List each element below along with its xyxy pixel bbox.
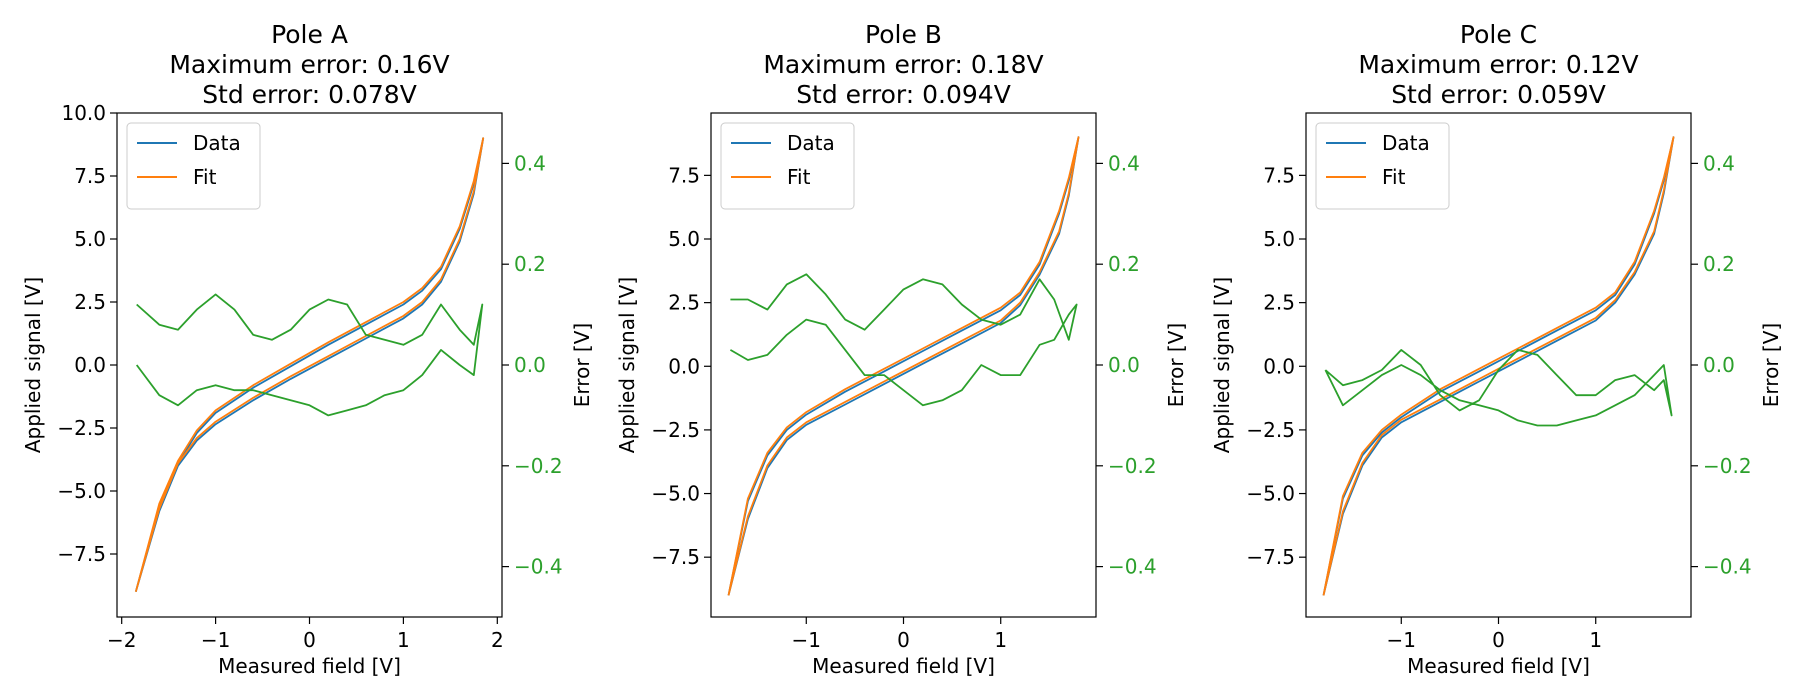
y-tick-label: 5.0 (668, 227, 700, 251)
x-tick-label: 0 (897, 628, 910, 652)
legend-label-fit: Fit (787, 165, 811, 189)
series-line-error (1324, 348, 1673, 427)
y-right-tick-label: 0.2 (1108, 252, 1140, 276)
x-tick-label: 2 (491, 628, 504, 652)
legend: Data Fit (126, 122, 261, 210)
y-tick-label: 7.5 (668, 163, 700, 187)
legend: Data Fit (720, 122, 855, 210)
y-right-tick-label: −0.4 (1703, 555, 1752, 579)
subplot-title-line: Maximum error: 0.16V (169, 50, 449, 79)
y-right-axis-label: Error [V] (1164, 323, 1188, 407)
y-tick-label: −5.0 (57, 479, 106, 503)
y-tick-label: 7.5 (74, 164, 106, 188)
y-tick-label: 0.0 (1263, 354, 1295, 378)
series-line-error (729, 273, 1078, 407)
x-axis-label: Measured field [V] (218, 654, 401, 678)
y-tick-label: −2.5 (57, 416, 106, 440)
y-tick-label: 5.0 (74, 227, 106, 251)
y-right-tick-label: 0.2 (1703, 252, 1735, 276)
x-tick-label: −1 (1387, 628, 1416, 652)
y-right-tick-label: 0.4 (1703, 151, 1735, 175)
subplot-title-line: Std error: 0.059V (1391, 80, 1606, 109)
y-right-tick-label: 0.0 (514, 353, 546, 377)
legend-box (1315, 122, 1450, 210)
y-tick-label: −7.5 (651, 545, 700, 569)
series-line-error (135, 293, 484, 417)
y-right-tick-label: 0.0 (1108, 353, 1140, 377)
y-tick-label: −2.5 (651, 418, 700, 442)
y-tick-label: 2.5 (668, 291, 700, 315)
series-line-fit (134, 137, 485, 593)
y-tick-label: 5.0 (1263, 227, 1295, 251)
subplot-title-line: Std error: 0.094V (796, 80, 1011, 109)
legend-label-fit: Fit (1382, 165, 1406, 189)
x-tick-label: −1 (201, 628, 230, 652)
y-right-tick-label: −0.2 (1108, 454, 1157, 478)
subplot-title-line: Pole B (865, 20, 942, 49)
subplot-title-line: Maximum error: 0.12V (1358, 50, 1638, 79)
x-tick-label: −1 (792, 628, 821, 652)
y-tick-label: −7.5 (1246, 545, 1295, 569)
y-axis-label: Applied signal [V] (615, 277, 639, 453)
legend-box (720, 122, 855, 210)
series-line-fit (1322, 136, 1675, 596)
legend-label-data: Data (787, 131, 835, 155)
y-axis-label: Applied signal [V] (1210, 277, 1234, 453)
y-tick-label: 2.5 (74, 290, 106, 314)
y-right-tick-label: −0.4 (514, 555, 563, 579)
y-right-axis-label: Error [V] (570, 323, 594, 407)
legend-label-data: Data (193, 131, 241, 155)
y-right-tick-label: 0.4 (514, 151, 546, 175)
y-tick-label: 0.0 (74, 353, 106, 377)
legend: Data Fit (1315, 122, 1450, 210)
x-tick-label: 0 (303, 628, 316, 652)
x-tick-label: 0 (1492, 628, 1505, 652)
legend-label-data: Data (1382, 131, 1430, 155)
x-axis-label: Measured field [V] (812, 654, 995, 678)
subplot-title-line: Std error: 0.078V (202, 80, 417, 109)
y-right-tick-label: 0.2 (514, 252, 546, 276)
x-tick-label: 1 (1589, 628, 1602, 652)
y-tick-label: −7.5 (57, 542, 106, 566)
legend-label-fit: Fit (193, 165, 217, 189)
y-tick-label: 7.5 (1263, 163, 1295, 187)
y-right-axis-label: Error [V] (1759, 323, 1783, 407)
series-line-fit (727, 136, 1080, 596)
y-tick-label: 0.0 (668, 354, 700, 378)
x-tick-label: −2 (107, 628, 136, 652)
y-right-tick-label: 0.0 (1703, 353, 1735, 377)
y-right-tick-label: 0.4 (1108, 151, 1140, 175)
y-right-tick-label: −0.4 (1108, 555, 1157, 579)
x-tick-label: 1 (994, 628, 1007, 652)
y-tick-label: −2.5 (1246, 418, 1295, 442)
x-tick-label: 1 (397, 628, 410, 652)
subplot-title-line: Pole A (271, 20, 348, 49)
x-axis-label: Measured field [V] (1407, 654, 1590, 678)
legend-box (126, 122, 261, 210)
subplot-title-line: Pole C (1460, 20, 1537, 49)
y-tick-label: −5.0 (651, 482, 700, 506)
y-right-tick-label: −0.2 (514, 454, 563, 478)
y-right-tick-label: −0.2 (1703, 454, 1752, 478)
y-axis-label: Applied signal [V] (21, 277, 45, 453)
y-tick-label: 2.5 (1263, 291, 1295, 315)
subplot-title-line: Maximum error: 0.18V (763, 50, 1043, 79)
y-tick-label: −5.0 (1246, 482, 1295, 506)
y-tick-label: 10.0 (61, 101, 106, 125)
